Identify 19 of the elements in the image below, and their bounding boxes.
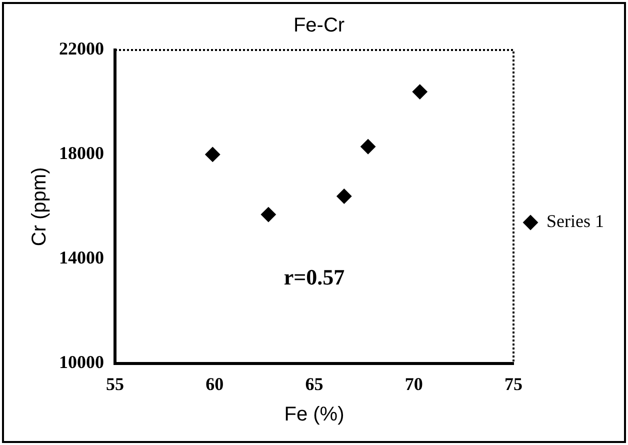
y-axis-title: Cr (ppm) (28, 167, 51, 246)
y-tick-label: 22000 (59, 38, 104, 59)
annotation: r=0.57 (284, 264, 345, 290)
legend-label: Series 1 (546, 211, 604, 232)
point (360, 139, 376, 154)
point (260, 207, 276, 222)
y-tick-label: 10000 (59, 352, 104, 372)
point (336, 188, 352, 204)
chart-title: Fe-Cr (293, 14, 345, 37)
x-tick-label: 65 (305, 374, 324, 394)
y-tick-label: 14000 (59, 248, 104, 268)
x-axis-title: Fe (%) (284, 404, 344, 426)
x-tick-label: 60 (206, 374, 224, 394)
x-tick-label: 75 (504, 374, 523, 394)
y-tick-label: 18000 (59, 143, 104, 164)
x-tick-label: 70 (404, 374, 423, 394)
point (205, 146, 220, 162)
x-tick-label: 55 (106, 374, 124, 394)
point (412, 84, 428, 100)
